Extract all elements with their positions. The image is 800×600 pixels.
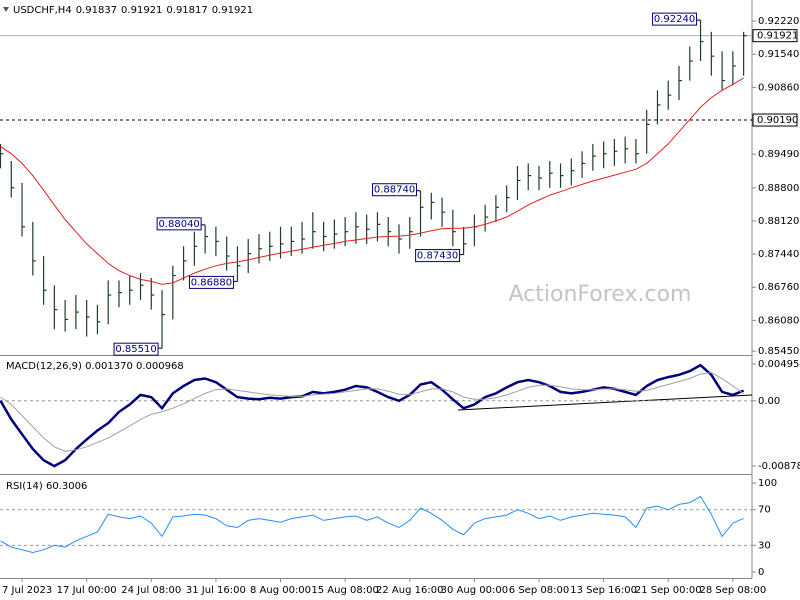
y-tick-label: 0.89490 [758,149,799,160]
y-tick-label: 0 [758,567,764,578]
annotation-label: 0.86880 [191,277,232,288]
x-tick-label: 13 Sep 16:00 [570,585,637,596]
y-tick-label: 0.88120 [758,216,799,227]
annotation-box [156,217,202,231]
y-tick-label: 0.85450 [758,346,799,357]
y-tick-label: 0.90860 [758,82,799,93]
chart-header: USDCHF,H4 0.91837 0.91921 0.91817 0.91921 [13,5,253,16]
x-tick-label: 21 Sep 00:00 [635,585,702,596]
y-tick-label: 70 [758,505,771,516]
price-line-box [752,113,798,127]
annotation-label: 0.85510 [115,344,156,355]
y-tick-label: 0.86080 [758,315,799,326]
low-value: 0.91817 [166,5,207,16]
x-tick-label: 8 Aug 00:00 [250,585,311,596]
price-line-label: 0.90190 [757,115,798,126]
y-tick-label: 0.86760 [758,282,799,293]
y-tick-label: 0.004959 [758,359,800,370]
high-value: 0.91921 [121,5,162,16]
annotation-box [652,12,698,26]
y-tick-label: 30 [758,540,771,551]
x-tick-label: 7 Jul 2023 [2,585,52,596]
x-tick-label: 6 Sep 08:00 [509,585,569,596]
symbol-icon [3,7,9,12]
x-tick-label: 17 Jul 00:00 [57,585,117,596]
indicator-line [0,372,744,452]
macd-title: MACD(12,26,9) 0.001370 0.000968 [6,361,184,372]
y-tick-label: 0.92220 [758,16,799,27]
open-value: 0.91837 [76,5,117,16]
annotation-label: 0.87430 [417,251,458,262]
annotation-box [188,275,234,289]
x-tick-label: 24 Jul 08:00 [121,585,181,596]
y-tick-label: 0.87440 [758,249,799,260]
rsi-title: RSI(14) 60.3006 [6,481,87,492]
y-tick-label: 0.88800 [758,183,799,194]
close-value: 0.91921 [212,5,253,16]
annotation-box [415,249,461,263]
y-tick-label: -0.008785 [758,461,800,472]
annotation-label: 0.88740 [374,185,415,196]
x-tick-label: 28 Sep 08:00 [699,585,766,596]
annotation-label: 0.92240 [654,14,695,25]
moving-average [0,77,744,285]
x-tick-label: 15 Aug 08:00 [311,585,378,596]
y-tick-label: 0.00 [758,396,780,407]
macd-trendline [457,394,753,411]
price-line-box [752,29,798,43]
annotation-box [372,183,418,197]
y-tick-label: 100 [758,478,777,489]
y-tick-label: 0.91540 [758,49,799,60]
x-tick-label: 22 Aug 16:00 [376,585,443,596]
x-tick-label: 31 Jul 16:00 [186,585,246,596]
watermark: ActionForex.com [509,282,692,307]
symbol: USDCHF,H4 [13,5,72,16]
price-line-label: 0.91921 [757,31,798,42]
indicator-line [0,495,744,554]
annotation-label: 0.88040 [158,219,199,230]
annotation-box [113,342,159,356]
x-tick-label: 30 Aug 00:00 [441,585,508,596]
indicator-line [0,363,745,468]
